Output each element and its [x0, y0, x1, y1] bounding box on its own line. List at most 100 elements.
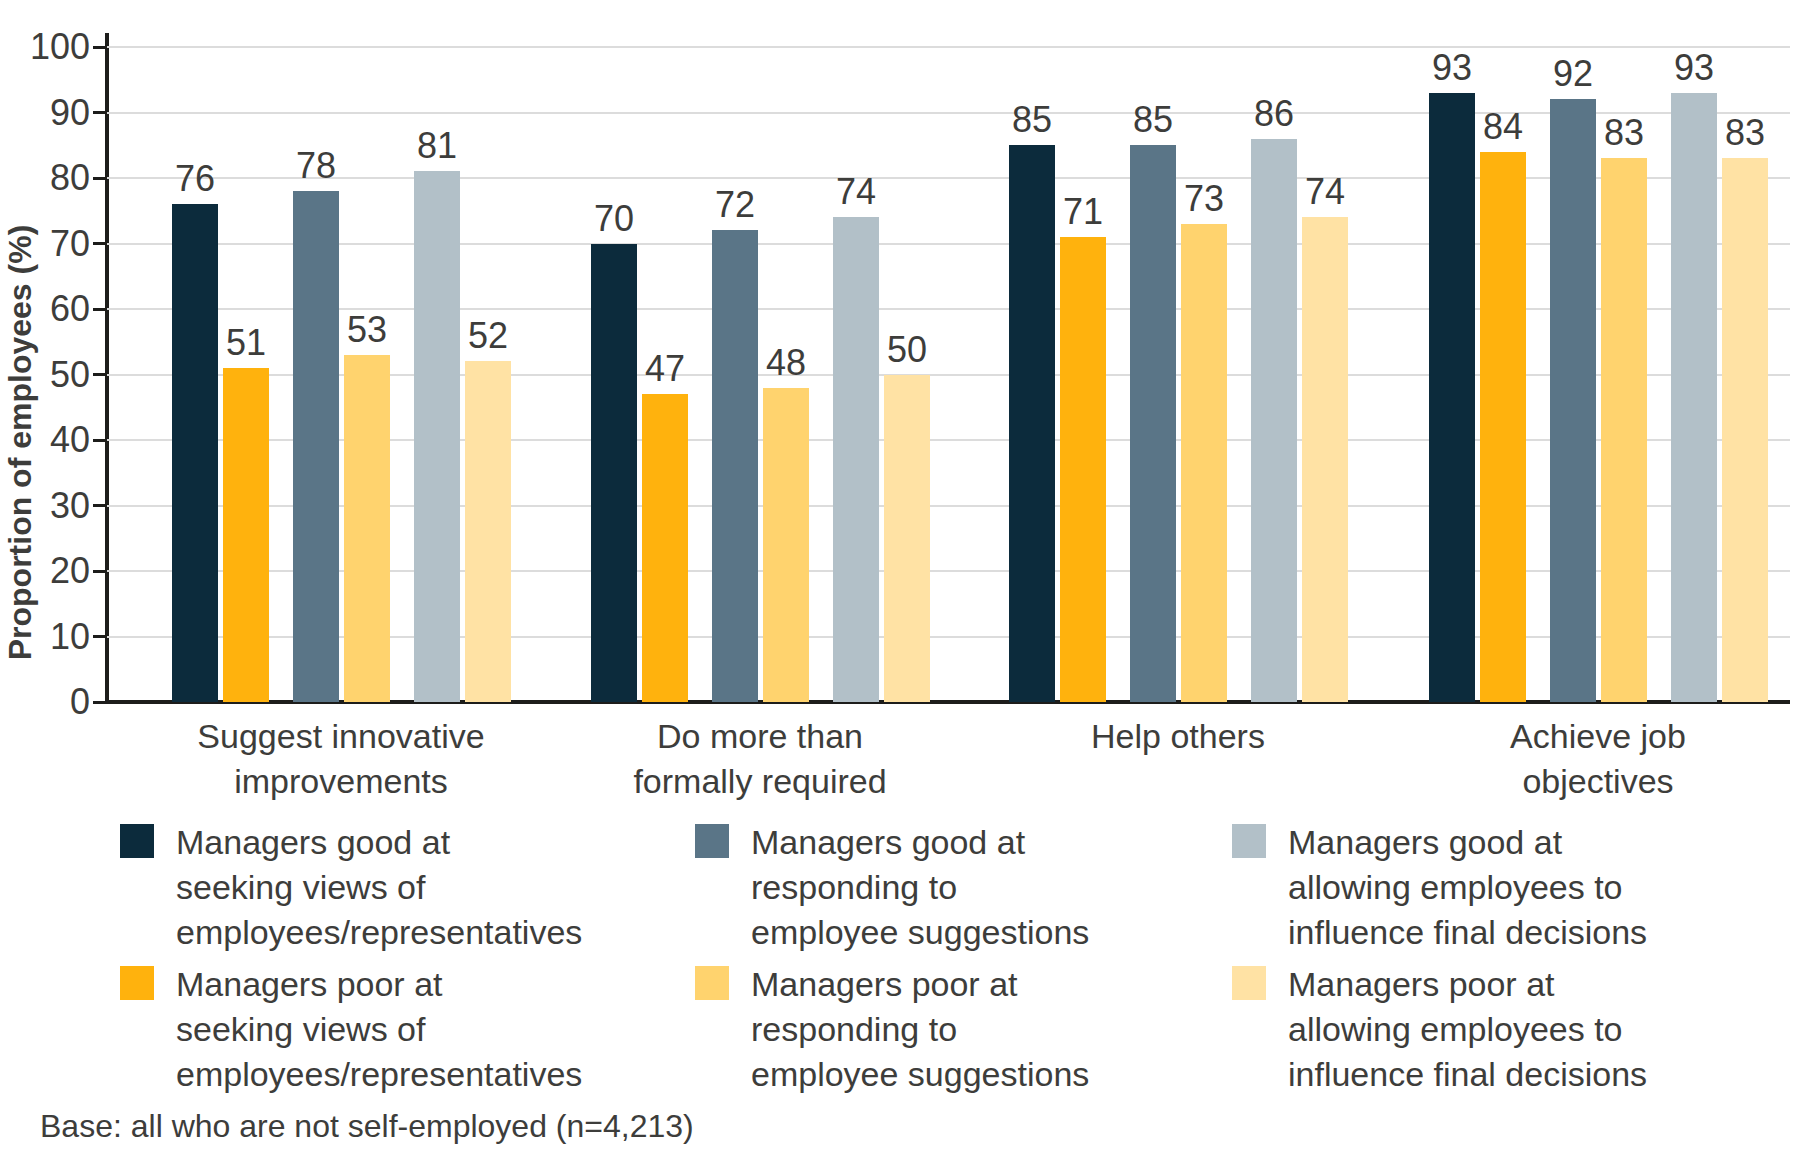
y-tick-label: 40 — [0, 418, 90, 462]
legend-label: Managers poor at allowing employees to i… — [1288, 962, 1647, 1097]
bar-unit: 81 — [414, 128, 460, 702]
bar-unit: 85 — [1009, 102, 1055, 702]
y-axis-tick — [93, 111, 106, 114]
bar-unit: 71 — [1060, 194, 1106, 702]
y-tick-label: 60 — [0, 287, 90, 331]
bar-chart-figure: Proportion of employees (%) 765178538152… — [0, 0, 1807, 1164]
bar — [1302, 217, 1348, 702]
bar-unit: 76 — [172, 161, 218, 702]
bar-value-label: 70 — [594, 201, 634, 237]
y-tick-label: 70 — [0, 222, 90, 266]
bar — [293, 191, 339, 702]
bar — [642, 394, 688, 702]
bar — [1251, 139, 1297, 702]
bar-group: 7651 78 53 81 52 — [172, 128, 511, 702]
bar-unit: 73 — [1181, 181, 1227, 702]
bar-value-label: 74 — [836, 174, 876, 210]
y-tick-label: 80 — [0, 156, 90, 200]
bar-value-label: 74 — [1305, 174, 1345, 210]
bar-value-label: 81 — [417, 128, 457, 164]
bar-unit: 85 — [1130, 102, 1176, 702]
y-tick-label: 0 — [0, 680, 90, 724]
bar-unit: 84 — [1480, 109, 1526, 702]
bar-unit: 93 — [1671, 50, 1717, 702]
legend-swatch-paleyellow — [1232, 966, 1266, 1000]
bar — [1722, 158, 1768, 702]
bar-value-label: 47 — [645, 351, 685, 387]
bar — [1550, 99, 1596, 702]
bar-group: 85 71 85 73 86 74 — [1009, 96, 1348, 702]
bar-value-label: 84 — [1483, 109, 1523, 145]
legend-item-poor-allowing: Managers poor at allowing employees to i… — [1232, 962, 1647, 1097]
y-tick-label: 100 — [0, 25, 90, 69]
bar-value-label: 93 — [1674, 50, 1714, 86]
category-label-do-more-than-formally-required: Do more than formally required — [610, 714, 910, 804]
bar-value-label: 78 — [296, 148, 336, 184]
bar — [1601, 158, 1647, 702]
bar-value-label: 83 — [1604, 115, 1644, 151]
bar-unit: 50 — [884, 332, 930, 703]
bar-unit: 78 — [293, 148, 339, 702]
bar — [1429, 93, 1475, 702]
legend-label: Managers poor at responding to employee … — [751, 962, 1089, 1097]
bar-unit: 83 — [1601, 115, 1647, 702]
category-label-suggest-innovative-improvements: Suggest innovative improvements — [176, 714, 506, 804]
bar-value-label: 53 — [347, 312, 387, 348]
bar — [1671, 93, 1717, 702]
y-axis-tick — [93, 701, 106, 704]
gridline — [107, 46, 1790, 48]
y-axis-tick — [93, 46, 106, 49]
bar-value-label: 73 — [1184, 181, 1224, 217]
bar-unit: 74 — [833, 174, 879, 702]
y-tick-label: 50 — [0, 353, 90, 397]
y-axis-tick — [93, 308, 106, 311]
y-tick-label: 30 — [0, 484, 90, 528]
bar — [1009, 145, 1055, 702]
bar-value-label: 72 — [715, 187, 755, 223]
bar-value-label: 85 — [1133, 102, 1173, 138]
bar — [1060, 237, 1106, 702]
bar — [1130, 145, 1176, 702]
bar-value-label: 52 — [468, 318, 508, 354]
bar-unit: 83 — [1722, 115, 1768, 702]
bar-unit: 47 — [642, 351, 688, 702]
bar-group: 938492839383 — [1429, 50, 1768, 702]
y-axis-tick — [93, 504, 106, 507]
bar-group: 704772487450 — [591, 174, 930, 702]
legend-label: Managers good at seeking views of employ… — [176, 820, 582, 955]
category-label-help-others: Help others — [1053, 714, 1303, 759]
bar — [1181, 224, 1227, 702]
y-axis-tick — [93, 439, 106, 442]
legend-item-good-seeking-views: Managers good at seeking views of employ… — [120, 820, 582, 955]
category-label-achieve-job-objectives: Achieve job objectives — [1458, 714, 1738, 804]
legend-swatch-navy — [120, 824, 154, 858]
bar-unit: 70 — [591, 201, 637, 703]
y-axis-tick — [93, 177, 106, 180]
bar-value-label: 50 — [887, 332, 927, 368]
bar — [591, 244, 637, 703]
bar-value-label: 83 — [1725, 115, 1765, 151]
bar — [344, 355, 390, 702]
bar-unit: 92 — [1550, 56, 1596, 702]
y-axis-tick — [93, 373, 106, 376]
y-axis-tick — [93, 635, 106, 638]
bar-unit: 93 — [1429, 50, 1475, 702]
bar-unit: 74 — [1302, 174, 1348, 702]
base-note: Base: all who are not self-employed (n=4… — [40, 1108, 694, 1145]
legend-item-poor-seeking-views: Managers poor at seeking views of employ… — [120, 962, 582, 1097]
y-axis-tick — [93, 242, 106, 245]
bar — [833, 217, 879, 702]
bar-unit: 52 — [465, 318, 511, 702]
bar — [465, 361, 511, 702]
bar-unit: 51 — [223, 325, 269, 702]
legend-item-good-responding: Managers good at responding to employee … — [695, 820, 1089, 955]
bar — [1480, 152, 1526, 702]
legend-item-good-allowing: Managers good at allowing employees to i… — [1232, 820, 1647, 955]
y-tick-label: 20 — [0, 549, 90, 593]
legend-label: Managers good at allowing employees to i… — [1288, 820, 1647, 955]
bar-value-label: 86 — [1254, 96, 1294, 132]
y-tick-label: 90 — [0, 91, 90, 135]
bar-value-label: 93 — [1432, 50, 1472, 86]
bar — [763, 388, 809, 702]
bar-value-label: 85 — [1012, 102, 1052, 138]
